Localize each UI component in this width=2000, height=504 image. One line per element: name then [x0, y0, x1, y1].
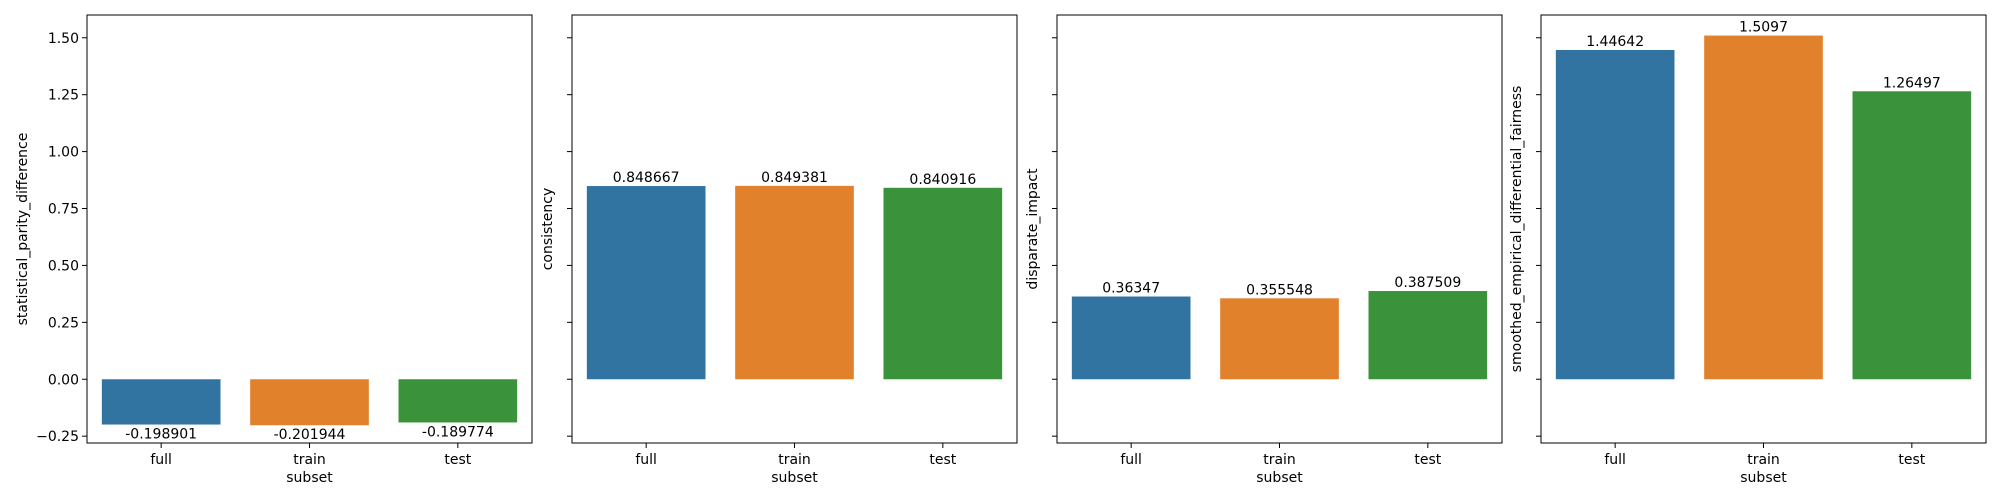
y-tick-label: 0.00 — [48, 372, 79, 388]
chart-panel-1: -0.198901 -0.201944 -0.189774 full train test… — [15, 14, 533, 486]
x-tick-label-test: test — [1898, 452, 1925, 468]
data-label-train: 1.5097 — [1739, 20, 1788, 36]
bar-test — [1368, 291, 1488, 380]
chart-panel-3: 0.36347 0.355548 0.387509 full train test subs… — [1025, 14, 1503, 486]
y-tick-label: 0.25 — [48, 315, 79, 331]
bar-full — [586, 186, 706, 380]
y-axis-label: statistical_parity_difference — [15, 133, 31, 326]
y-axis-label: consistency — [540, 188, 556, 271]
bar-full — [101, 379, 221, 425]
data-label-full: 0.848667 — [613, 170, 680, 186]
data-label-test: 0.387509 — [1394, 275, 1461, 291]
data-label-test: -0.189774 — [422, 424, 494, 440]
y-tick-label: 0.50 — [48, 258, 79, 274]
x-tick-label-test: test — [444, 452, 471, 468]
chart-panel-2: 0.848667 0.849381 0.840916 full train test sub… — [540, 14, 1018, 486]
x-axis-label: subset — [1740, 470, 1787, 486]
y-tick-label: 0.75 — [48, 202, 79, 218]
bar-test — [398, 379, 518, 423]
x-tick-label-full: full — [1120, 452, 1142, 468]
x-axis-label: subset — [771, 470, 818, 486]
bar-full — [1071, 296, 1191, 380]
x-tick-label-full: full — [635, 452, 657, 468]
y-tick-label: 1.50 — [48, 31, 79, 47]
data-label-train: 0.849381 — [761, 170, 828, 186]
bar-test — [1852, 91, 1972, 380]
x-tick-label-train: train — [1747, 452, 1780, 468]
data-label-train: 0.355548 — [1246, 282, 1313, 298]
x-axis-label: subset — [286, 470, 333, 486]
x-axis-label: subset — [1256, 470, 1303, 486]
y-tick-label: 1.25 — [48, 88, 79, 104]
data-label-train: -0.201944 — [274, 427, 346, 443]
bar-train — [250, 379, 369, 426]
bar-test — [883, 187, 1003, 380]
data-label-full: -0.198901 — [125, 427, 197, 443]
x-tick-label-train: train — [1263, 452, 1296, 468]
x-tick-label-train: train — [778, 452, 811, 468]
x-tick-label-test: test — [1414, 452, 1441, 468]
chart-panel-4: 1.44642 1.5097 1.26497 full train test subset s… — [1509, 14, 1987, 486]
data-label-test: 1.26497 — [1883, 75, 1941, 91]
bar-train — [1220, 298, 1339, 380]
x-tick-label-train: train — [293, 452, 326, 468]
y-tick-label: 1.00 — [48, 145, 79, 161]
x-tick-label-full: full — [1604, 452, 1626, 468]
y-axis-label: smoothed_empirical_differential_fairness — [1509, 86, 1525, 373]
bar-train — [735, 185, 854, 380]
bar-full — [1555, 49, 1675, 380]
y-axis-label: disparate_impact — [1025, 168, 1041, 290]
y-tick-label: −0.25 — [36, 429, 79, 445]
axes-frame — [86, 14, 533, 444]
bar-train — [1704, 35, 1823, 380]
data-label-full: 0.36347 — [1102, 281, 1160, 297]
data-label-full: 1.44642 — [1586, 34, 1644, 50]
x-tick-label-test: test — [929, 452, 956, 468]
x-tick-label-full: full — [150, 452, 172, 468]
data-label-test: 0.840916 — [909, 172, 976, 188]
